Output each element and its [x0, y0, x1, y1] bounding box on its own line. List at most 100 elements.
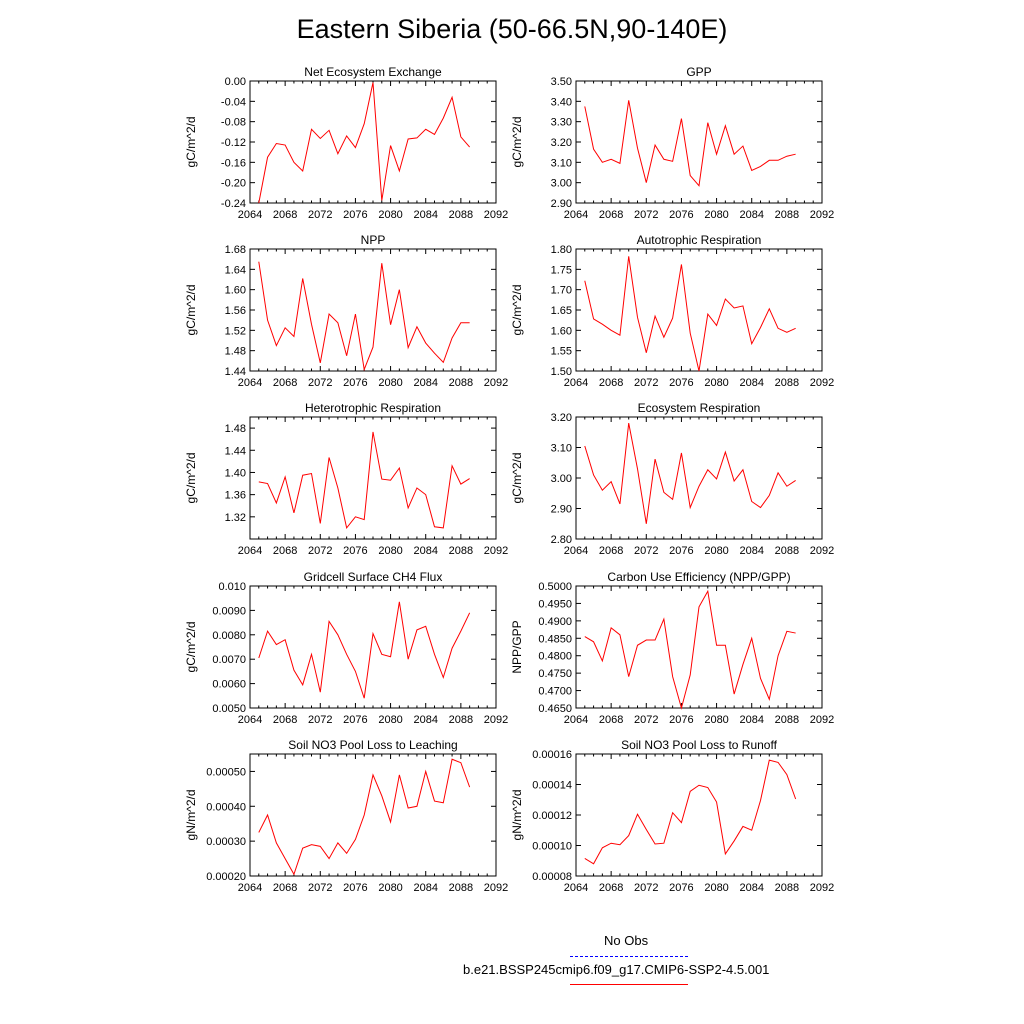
chart-6: Gridcell Surface CH4 Flux gC/m^2/d 2064 206… [184, 570, 508, 726]
x-tick-label: 2088 [775, 377, 799, 389]
series-line [258, 601, 471, 699]
y-tick-label: 1.56 [225, 305, 246, 317]
x-tick-label: 2092 [810, 377, 834, 389]
y-tick-label: 1.65 [551, 305, 572, 317]
chart-2: NPP gC/m^2/d 2064 2068 2072 2076 2080 2084 2088 2… [184, 233, 508, 389]
x-tick-label: 2080 [704, 377, 728, 389]
x-tick-label: 2064 [238, 545, 262, 557]
y-tick-label: 3.10 [551, 157, 572, 169]
x-tick-label: 2076 [343, 377, 367, 389]
x-tick-label: 2072 [634, 377, 658, 389]
y-tick-label: 2.90 [551, 198, 572, 210]
y-tick-label: 1.55 [551, 346, 572, 358]
y-tick-label: -0.20 [221, 178, 246, 190]
x-tick-label: 2072 [308, 545, 332, 557]
x-tick-label: 2084 [413, 377, 437, 389]
y-tick-label: 3.10 [551, 443, 572, 455]
y-tick-label: 1.60 [225, 285, 246, 297]
y-tick-label: 3.50 [551, 76, 572, 88]
y-tick-label: 0.0080 [212, 630, 246, 642]
chart-frame [575, 248, 823, 372]
x-tick-label: 2064 [238, 714, 262, 726]
y-tick-label: 1.75 [551, 264, 572, 276]
y-axis-label: gC/m^2/d [510, 453, 524, 504]
y-tick-label: 1.68 [225, 244, 246, 256]
chart-frame [575, 416, 823, 540]
x-tick-label: 2068 [273, 545, 297, 557]
x-tick-label: 2068 [273, 882, 297, 894]
x-tick-label: 2064 [238, 882, 262, 894]
y-tick-label: 1.50 [551, 366, 572, 378]
x-tick-label: 2092 [484, 714, 508, 726]
chart-title: Autotrophic Respiration [637, 233, 762, 247]
y-axis-label: gC/m^2/d [184, 453, 198, 504]
x-tick-label: 2080 [704, 545, 728, 557]
x-tick-label: 2084 [739, 714, 763, 726]
x-tick-label: 2084 [739, 377, 763, 389]
y-tick-label: 0.4950 [538, 598, 572, 610]
y-axis-label: gN/m^2/d [184, 790, 198, 841]
x-tick-label: 2088 [775, 545, 799, 557]
x-tick-label: 2084 [739, 882, 763, 894]
chart-1: GPP gC/m^2/d 2064 2068 2072 2076 2080 2084 2088 2… [510, 65, 834, 221]
chart-3: Autotrophic Respiration gC/m^2/d 2064 2068 2… [510, 233, 834, 389]
x-tick-label: 2092 [484, 209, 508, 221]
y-axis-label: gC/m^2/d [510, 285, 524, 336]
x-tick-label: 2064 [238, 377, 262, 389]
y-tick-label: 0.4900 [538, 616, 572, 628]
x-tick-label: 2092 [810, 882, 834, 894]
x-tick-label: 2076 [669, 377, 693, 389]
y-axis-label: gC/m^2/d [184, 117, 198, 168]
x-tick-label: 2092 [810, 714, 834, 726]
y-tick-label: -0.24 [221, 198, 246, 210]
y-tick-label: 0.00020 [206, 871, 246, 883]
chart-frame [249, 248, 497, 372]
legend-model-line [570, 984, 688, 985]
x-tick-label: 2080 [378, 377, 402, 389]
y-tick-label: -0.08 [221, 117, 246, 129]
x-tick-label: 2072 [308, 882, 332, 894]
y-tick-label: 1.44 [225, 366, 246, 378]
x-tick-label: 2072 [308, 714, 332, 726]
x-tick-label: 2092 [810, 209, 834, 221]
y-tick-label: 0.4700 [538, 686, 572, 698]
y-tick-label: 3.00 [551, 473, 572, 485]
y-tick-label: 1.36 [225, 490, 246, 502]
chart-title: NPP [361, 233, 386, 247]
chart-4: Heterotrophic Respiration gC/m^2/d 2064 206… [184, 401, 508, 557]
y-tick-label: 0.00010 [532, 841, 572, 853]
y-axis-label: gC/m^2/d [184, 622, 198, 673]
series-line [258, 261, 470, 372]
x-tick-label: 2084 [413, 714, 437, 726]
x-tick-label: 2084 [739, 209, 763, 221]
x-tick-label: 2092 [484, 377, 508, 389]
series-line [258, 758, 471, 876]
y-tick-label: 0.5000 [538, 581, 572, 593]
chart-title: Ecosystem Respiration [638, 401, 761, 415]
y-tick-label: 1.60 [551, 325, 572, 337]
y-tick-label: -0.04 [221, 96, 246, 108]
x-tick-label: 2072 [634, 209, 658, 221]
chart-8: Soil NO3 Pool Loss to Leaching gN/m^2/d 20… [184, 738, 508, 894]
chart-title: Net Ecosystem Exchange [304, 65, 442, 79]
y-tick-label: 0.00008 [532, 871, 572, 883]
chart-7: Carbon Use Efficiency (NPP/GPP) NPP/GPP 20… [510, 570, 834, 726]
chart-frame [249, 80, 497, 204]
y-tick-label: 3.20 [551, 137, 572, 149]
chart-title: Gridcell Surface CH4 Flux [304, 570, 443, 584]
y-tick-label: 2.90 [551, 504, 572, 516]
chart-title: GPP [686, 65, 711, 79]
x-tick-label: 2076 [669, 545, 693, 557]
x-tick-label: 2076 [343, 209, 367, 221]
x-tick-label: 2076 [343, 882, 367, 894]
y-tick-label: 3.00 [551, 178, 572, 190]
x-tick-label: 2076 [669, 714, 693, 726]
x-tick-label: 2068 [599, 714, 623, 726]
y-tick-label: 0.4650 [538, 703, 572, 715]
y-tick-label: 0.0070 [212, 654, 246, 666]
y-axis-label: gC/m^2/d [184, 285, 198, 336]
x-tick-label: 2068 [599, 377, 623, 389]
series-line [584, 256, 796, 372]
chart-title: Soil NO3 Pool Loss to Runoff [621, 738, 778, 752]
